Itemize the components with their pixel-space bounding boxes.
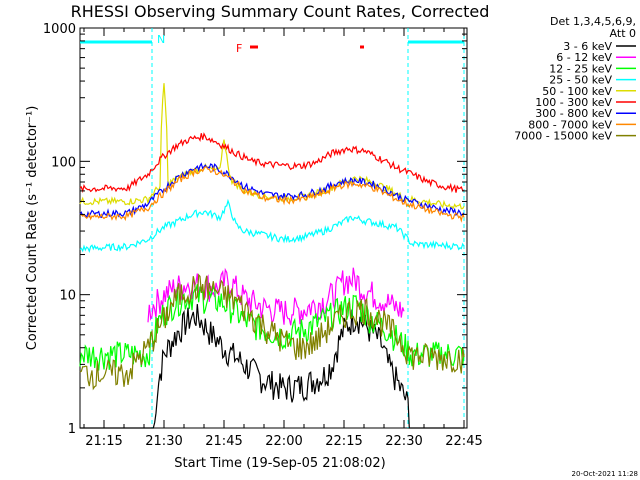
- series-line-5: [79, 132, 465, 194]
- series-line-8: [79, 273, 465, 391]
- series-line-4: [79, 83, 465, 210]
- x-axis-label: Start Time (19-Sep-05 21:08:02): [174, 456, 385, 471]
- plot-frame: [79, 27, 468, 429]
- legend-header-1: Det 1,3,4,5,6,9,: [550, 15, 636, 28]
- x-tick-label-3: 22:00: [265, 434, 302, 449]
- legend-label-2: 12 - 25 keV: [549, 62, 612, 75]
- y-tick-label-1: 10: [59, 289, 76, 304]
- footer-timestamp: 20-Oct-2021 11:28: [572, 470, 638, 478]
- legend-label-3: 25 - 50 keV: [549, 74, 612, 87]
- x-tick-label-6: 22:45: [445, 434, 482, 449]
- legend-label-5: 100 - 300 keV: [535, 96, 612, 109]
- legend-label-4: 50 - 100 keV: [542, 85, 612, 98]
- axes-layer: 21:15 21:30 21:45 22:00 22:15 22:30 22:45 1 10 10…: [43, 22, 483, 449]
- x-tick-label-1: 21:30: [145, 434, 182, 449]
- y-tick-label-2: 100: [51, 155, 76, 170]
- legend-label-6: 300 - 800 keV: [535, 107, 612, 120]
- night-bands: [80, 28, 465, 428]
- legend-label-8: 7000 - 15000 keV: [514, 130, 612, 143]
- series-line-3: [79, 198, 465, 253]
- series-layer: [79, 83, 465, 429]
- annotation-f: F: [236, 42, 242, 55]
- y-axis-label: Corrected Count Rate (s⁻¹ detector⁻¹): [25, 106, 40, 351]
- legend-label-0: 3 - 6 keV: [563, 40, 612, 53]
- annotation-n: N: [157, 33, 165, 46]
- x-tick-label-4: 22:15: [325, 434, 362, 449]
- series-line-7: [79, 166, 465, 223]
- legend-label-7: 800 - 7000 keV: [528, 118, 612, 131]
- legend-label-1: 6 - 12 keV: [556, 51, 612, 64]
- chart-title: RHESSI Observing Summary Count Rates, Co…: [71, 2, 490, 21]
- legend-header-2: Att 0: [610, 27, 636, 40]
- series-line-2: [79, 284, 465, 371]
- y-tick-label-0: 1: [68, 422, 76, 437]
- y-tick-label-3: 1000: [43, 22, 76, 37]
- x-tick-label-0: 21:15: [85, 434, 122, 449]
- x-tick-label-5: 22:30: [385, 434, 422, 449]
- series-line-6: [79, 162, 465, 219]
- x-tick-label-2: 21:45: [205, 434, 242, 449]
